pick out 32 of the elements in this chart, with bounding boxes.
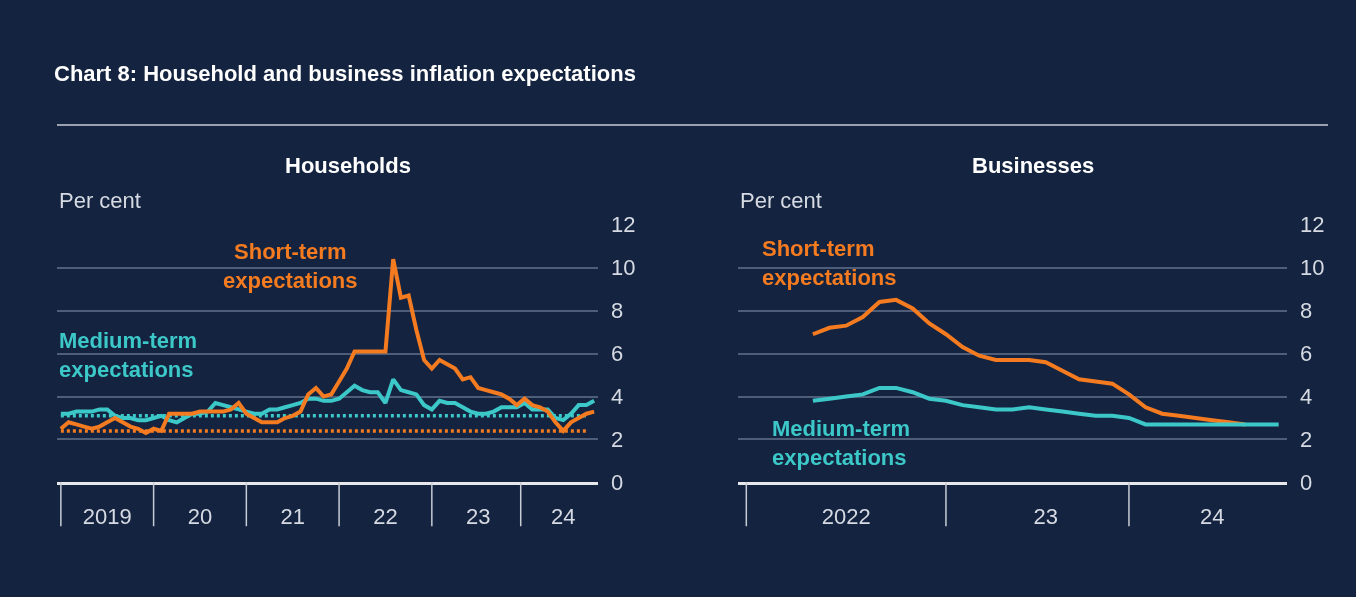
- y-tick-label: 12: [611, 212, 636, 238]
- y-tick-label: 2: [611, 427, 624, 453]
- x-tick-label: 23: [1033, 503, 1059, 529]
- y-tick-label: 4: [611, 384, 624, 410]
- y-tick-label: 2: [1300, 427, 1313, 453]
- chart-subtitle: Businesses: [972, 153, 1095, 178]
- x-tick-label: 24: [550, 503, 576, 529]
- x-tick-label: 21: [280, 503, 305, 529]
- series-label: Medium-term expectations: [59, 328, 198, 382]
- y-tick-label: 4: [1300, 384, 1313, 410]
- y-axis-title: Per cent: [740, 188, 822, 213]
- x-tick-label: 20: [187, 503, 213, 529]
- y-axis-title: Per cent: [59, 188, 141, 213]
- y-tick-label: 0: [1300, 470, 1313, 496]
- y-tick-label: 0: [611, 470, 624, 496]
- series-label: Short-term expectations: [223, 239, 358, 293]
- y-tick-label: 12: [1300, 212, 1325, 238]
- y-tick-label: 8: [1300, 298, 1313, 324]
- series-label: Medium-term expectations: [772, 416, 911, 470]
- y-tick-label: 10: [1300, 255, 1325, 281]
- x-tick-label: 23: [465, 503, 491, 529]
- chart-subtitle: Households: [285, 153, 411, 178]
- y-tick-label: 6: [611, 341, 624, 367]
- series-label: Short-term expectations: [762, 236, 897, 290]
- y-tick-label: 6: [1300, 341, 1313, 367]
- x-tick-label: 2022: [821, 503, 871, 529]
- x-tick-label: 24: [1199, 503, 1225, 529]
- x-tick-label: 22: [373, 503, 398, 529]
- x-tick-label: 2019: [82, 503, 132, 529]
- y-tick-label: 8: [611, 298, 624, 324]
- y-tick-label: 10: [611, 255, 636, 281]
- chart-title: Chart 8: Household and business inflation expectations: [54, 61, 636, 86]
